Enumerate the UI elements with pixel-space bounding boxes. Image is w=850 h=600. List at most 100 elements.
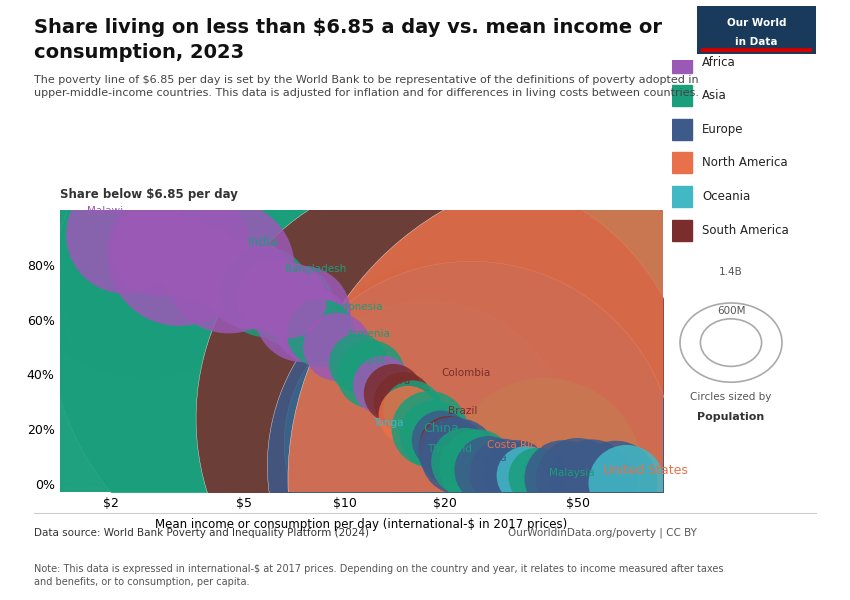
Text: The poverty line of $6.85 per day is set by the World Bank to be representative : The poverty line of $6.85 per day is set… bbox=[34, 75, 699, 98]
Text: Note: This data is expressed in international-$ at 2017 prices. Depending on the: Note: This data is expressed in internat… bbox=[34, 564, 723, 587]
Text: Peru: Peru bbox=[387, 376, 411, 386]
Point bbox=[465, 460, 479, 469]
Point bbox=[118, 230, 132, 239]
Text: 600M: 600M bbox=[717, 306, 745, 316]
Point bbox=[423, 424, 437, 434]
Point bbox=[427, 430, 440, 439]
Point bbox=[598, 477, 611, 487]
Point bbox=[331, 342, 344, 352]
Point bbox=[539, 471, 552, 481]
Text: Our World: Our World bbox=[727, 18, 786, 28]
Point bbox=[434, 435, 448, 445]
Point bbox=[571, 475, 585, 484]
Point bbox=[401, 410, 415, 420]
Point bbox=[445, 446, 459, 456]
Text: Tanzania: Tanzania bbox=[145, 229, 191, 239]
Point bbox=[352, 359, 366, 368]
Point bbox=[419, 438, 433, 448]
Text: Indonesia: Indonesia bbox=[332, 302, 382, 312]
Point bbox=[286, 301, 299, 311]
Point bbox=[337, 337, 351, 346]
Text: Oceania: Oceania bbox=[702, 190, 751, 203]
Text: Africa: Africa bbox=[702, 56, 736, 68]
Bar bbox=[672, 119, 692, 140]
Text: Bangladesh: Bangladesh bbox=[285, 263, 346, 274]
Text: Share below $6.85 per day: Share below $6.85 per day bbox=[60, 188, 237, 201]
Point bbox=[305, 320, 319, 330]
Point bbox=[185, 254, 199, 264]
Bar bbox=[672, 152, 692, 173]
Point bbox=[282, 296, 296, 305]
Point bbox=[585, 476, 598, 486]
Point bbox=[592, 475, 606, 484]
Point bbox=[296, 309, 309, 319]
Point bbox=[609, 478, 623, 487]
Point bbox=[442, 440, 456, 450]
Point bbox=[511, 469, 524, 479]
Bar bbox=[672, 52, 692, 73]
Point bbox=[471, 463, 484, 472]
Point bbox=[81, 216, 94, 226]
Point bbox=[222, 263, 235, 272]
Point bbox=[431, 375, 445, 385]
Bar bbox=[672, 186, 692, 207]
Point bbox=[314, 328, 328, 338]
Text: Asia: Asia bbox=[702, 89, 727, 102]
Point bbox=[258, 287, 272, 297]
X-axis label: Mean income or consumption per day (international-$ in 2017 prices): Mean income or consumption per day (inte… bbox=[155, 518, 568, 531]
Point bbox=[364, 370, 377, 379]
Text: Brazil: Brazil bbox=[448, 406, 477, 416]
Point bbox=[396, 397, 410, 406]
Point bbox=[415, 419, 428, 428]
Text: OurWorldinData.org/poverty | CC BY: OurWorldinData.org/poverty | CC BY bbox=[508, 528, 697, 539]
Point bbox=[205, 265, 218, 275]
Text: Nepal: Nepal bbox=[354, 355, 384, 365]
Text: United States: United States bbox=[603, 464, 688, 477]
Text: Population: Population bbox=[697, 412, 765, 422]
Text: Russia: Russia bbox=[473, 452, 507, 463]
Point bbox=[405, 405, 419, 415]
Point bbox=[531, 472, 545, 482]
Point bbox=[269, 293, 282, 302]
Text: Tonga: Tonga bbox=[373, 418, 403, 428]
Point bbox=[243, 279, 257, 289]
Text: India: India bbox=[247, 236, 278, 248]
Point bbox=[387, 389, 400, 398]
Point bbox=[392, 383, 405, 393]
Text: Data source: World Bank Poverty and Inequality Platform (2024): Data source: World Bank Poverty and Ineq… bbox=[34, 528, 369, 538]
Text: South America: South America bbox=[702, 224, 789, 236]
Text: China: China bbox=[423, 422, 459, 435]
Text: in Data: in Data bbox=[735, 37, 778, 47]
Text: Thailand: Thailand bbox=[427, 445, 472, 454]
Point bbox=[482, 465, 496, 475]
Point bbox=[229, 277, 242, 286]
Text: Costa Rica: Costa Rica bbox=[486, 440, 541, 450]
Point bbox=[345, 350, 359, 360]
Point bbox=[556, 473, 570, 483]
Point bbox=[497, 468, 511, 478]
Text: 1.4B: 1.4B bbox=[719, 266, 743, 277]
Point bbox=[476, 443, 490, 453]
Text: Malaysia: Malaysia bbox=[549, 467, 595, 478]
Point bbox=[251, 282, 264, 292]
Text: Share living on less than $6.85 a day vs. mean income or
consumption, 2023: Share living on less than $6.85 a day vs… bbox=[34, 18, 662, 62]
Bar bbox=[672, 85, 692, 106]
Point bbox=[620, 478, 633, 488]
Point bbox=[275, 271, 289, 281]
Point bbox=[519, 471, 533, 481]
Point bbox=[381, 421, 394, 431]
Text: North America: North America bbox=[702, 157, 788, 169]
Point bbox=[237, 246, 251, 256]
Point bbox=[376, 380, 389, 390]
Text: Circles sized by: Circles sized by bbox=[690, 392, 772, 402]
Bar bbox=[672, 220, 692, 241]
Text: Europe: Europe bbox=[702, 123, 744, 136]
Point bbox=[173, 249, 186, 259]
Point bbox=[458, 457, 472, 467]
Point bbox=[322, 309, 336, 319]
Point bbox=[197, 260, 211, 269]
Point bbox=[137, 238, 150, 248]
Text: Malawi: Malawi bbox=[87, 206, 123, 216]
Text: Colombia: Colombia bbox=[441, 368, 490, 377]
Point bbox=[439, 413, 452, 423]
